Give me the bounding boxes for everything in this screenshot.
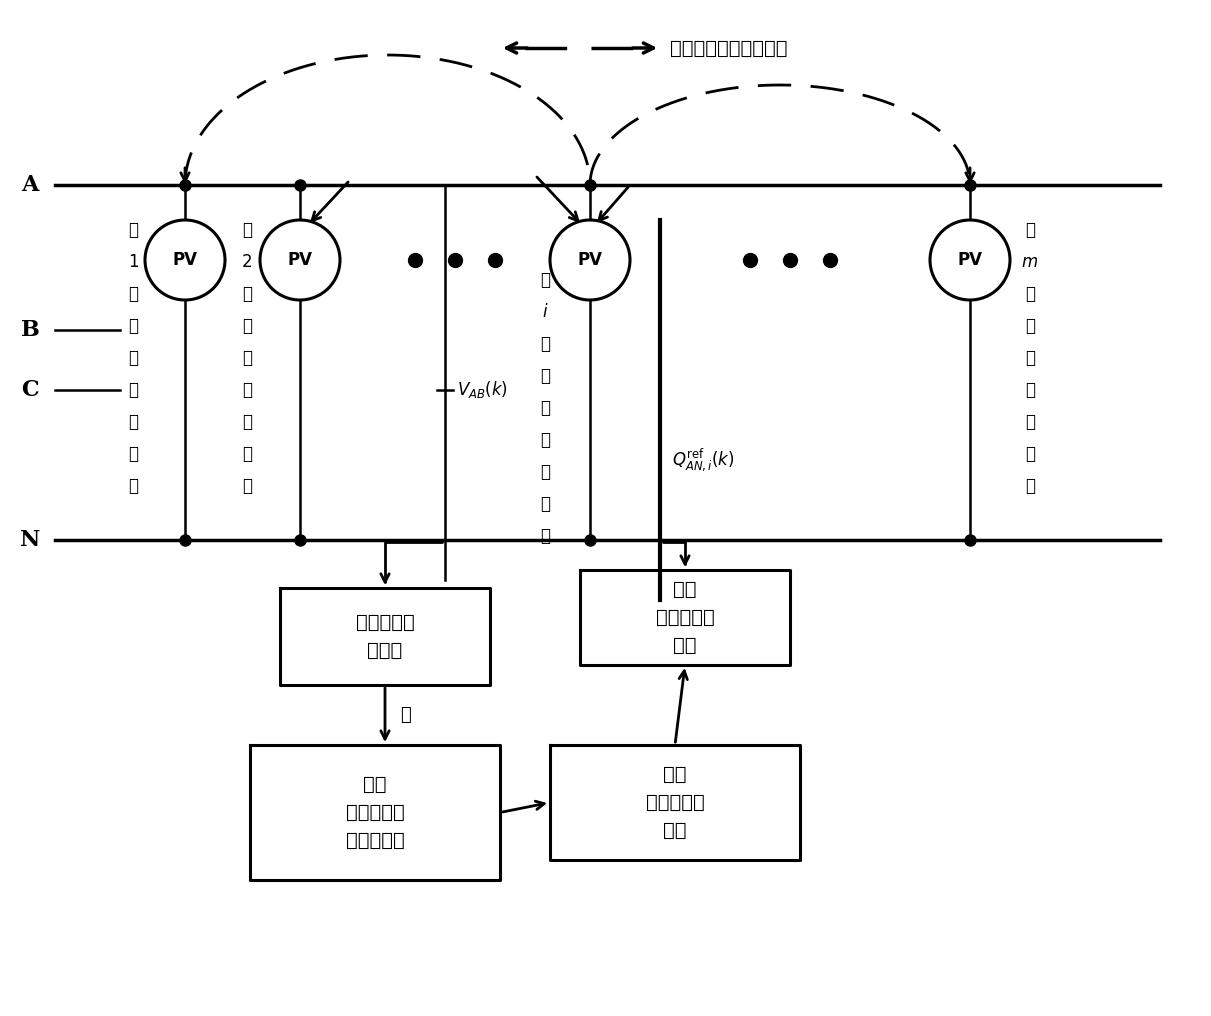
Text: 个: 个 [540,335,550,353]
Text: N: N [19,529,40,551]
Text: 分: 分 [128,317,138,335]
Circle shape [550,220,630,300]
Text: 计算
无功功率补
偿度: 计算 无功功率补 偿度 [645,765,705,840]
Text: 个: 个 [128,285,138,303]
Text: B: B [21,319,40,341]
Text: 布: 布 [242,350,252,367]
Circle shape [930,220,1010,300]
Text: 形: 形 [540,495,550,513]
Text: $V_{AB}(k)$: $V_{AB}(k)$ [457,380,507,400]
Text: 式: 式 [1025,381,1035,399]
Text: i: i [543,303,547,321]
Text: 第: 第 [540,271,550,289]
Text: 布: 布 [540,399,550,417]
Text: 计算
可用无功容
量的最大值: 计算 可用无功容 量的最大值 [345,775,404,850]
Text: 组: 组 [128,477,138,495]
Text: 第: 第 [1025,221,1035,239]
Text: 式: 式 [128,381,138,399]
Text: PV: PV [172,251,197,269]
Text: 个: 个 [242,285,252,303]
Text: 式: 式 [540,431,550,449]
Text: 布: 布 [1025,350,1035,367]
Text: 计算
无功功率参
考值: 计算 无功功率参 考值 [655,580,714,655]
Circle shape [145,220,225,300]
Text: 星: 星 [1025,412,1035,431]
Text: 1: 1 [127,253,138,271]
Text: 第: 第 [128,221,138,239]
Text: 形: 形 [242,445,252,463]
Text: 组: 组 [242,477,252,495]
Text: 星: 星 [242,412,252,431]
Text: 是: 是 [400,706,411,724]
Text: PV: PV [287,251,312,269]
Text: 形: 形 [128,445,138,463]
Text: 局部通信网络通信链路: 局部通信网络通信链路 [670,39,787,58]
Text: $Q^{\rm ref}_{AN,i}(k)$: $Q^{\rm ref}_{AN,i}(k)$ [672,447,735,473]
Text: 判断是否启
动补偿: 判断是否启 动补偿 [356,613,414,660]
Text: 分: 分 [242,317,252,335]
Text: 第: 第 [242,221,252,239]
Text: m: m [1022,253,1038,271]
Text: 组: 组 [540,527,550,545]
Text: PV: PV [958,251,982,269]
Text: 星: 星 [540,463,550,481]
Text: 形: 形 [1025,445,1035,463]
Text: 2: 2 [242,253,252,271]
Text: 个: 个 [1025,285,1035,303]
Text: 星: 星 [128,412,138,431]
Text: 式: 式 [242,381,252,399]
Text: C: C [21,379,39,401]
Circle shape [260,220,340,300]
Text: 布: 布 [128,350,138,367]
Text: 分: 分 [1025,317,1035,335]
Text: PV: PV [578,251,603,269]
Text: A: A [22,174,39,196]
Text: 组: 组 [1025,477,1035,495]
Text: 分: 分 [540,367,550,385]
